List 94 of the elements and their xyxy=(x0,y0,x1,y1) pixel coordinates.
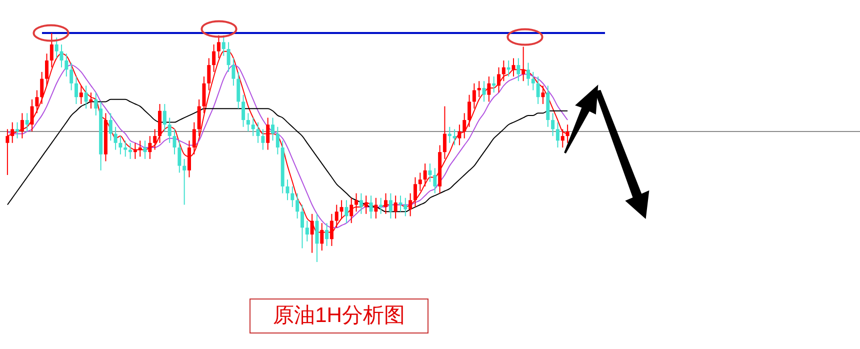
candlestick xyxy=(433,168,437,194)
candlestick xyxy=(423,163,427,187)
candlestick xyxy=(315,213,319,262)
candlestick xyxy=(359,192,363,214)
candlestick xyxy=(251,117,255,137)
candlestick xyxy=(178,140,182,174)
candlestick xyxy=(207,58,211,91)
candlestick xyxy=(462,112,466,139)
candlestick xyxy=(70,62,74,91)
candlestick xyxy=(452,128,456,146)
candlestick xyxy=(114,126,118,150)
candlestick xyxy=(340,200,344,219)
candlestick xyxy=(118,136,122,155)
candlestick xyxy=(153,128,157,150)
candlestick xyxy=(388,192,392,219)
candlestick xyxy=(325,222,329,246)
candlestick xyxy=(404,197,408,217)
candlestick xyxy=(35,90,39,114)
candlestick xyxy=(487,76,491,102)
candlestick xyxy=(350,197,354,224)
candlestick xyxy=(246,112,250,132)
candlestick xyxy=(296,192,300,219)
candlestick xyxy=(45,53,49,86)
candlestick xyxy=(226,42,230,72)
candlestick xyxy=(84,85,88,110)
candlestick xyxy=(162,103,166,132)
candlestick xyxy=(64,53,68,78)
candlestick xyxy=(271,117,275,142)
candlestick xyxy=(172,128,176,155)
candlestick xyxy=(560,128,564,148)
candlestick xyxy=(502,60,506,82)
candlestick xyxy=(16,122,20,139)
candlestick xyxy=(394,195,398,219)
candlestick xyxy=(276,126,280,155)
candlestick xyxy=(398,195,402,212)
candlestick xyxy=(261,128,265,150)
candlestick xyxy=(242,94,246,128)
candlestick xyxy=(408,192,412,217)
candlestick xyxy=(556,122,560,148)
candlestick xyxy=(108,112,112,142)
candlestick xyxy=(497,66,501,94)
candlestick xyxy=(182,158,186,206)
candlestick xyxy=(148,136,152,160)
candlestick xyxy=(10,122,14,144)
candlestick xyxy=(442,106,446,160)
candlestick xyxy=(74,76,78,104)
candlestick xyxy=(364,195,368,214)
candlestick xyxy=(187,140,191,178)
candlestick xyxy=(236,71,240,110)
candlestick xyxy=(468,94,472,128)
candlestick xyxy=(286,179,290,201)
candlestick xyxy=(305,220,309,242)
candlestick xyxy=(344,200,348,224)
candlestick xyxy=(124,140,128,158)
candlestick xyxy=(222,34,226,56)
candlestick xyxy=(354,192,358,212)
candlestick xyxy=(551,112,555,137)
candlestick xyxy=(541,85,545,104)
candlestick xyxy=(197,98,201,137)
candlestick xyxy=(60,44,64,68)
candlestick xyxy=(384,192,388,214)
candlestick xyxy=(40,71,44,104)
candlestick xyxy=(232,58,236,86)
candlestick xyxy=(334,204,338,228)
candlestick xyxy=(516,58,520,82)
text: 原油1H分析图 xyxy=(273,304,405,327)
candlestick xyxy=(369,195,373,219)
candlestick xyxy=(256,122,260,144)
candlestick xyxy=(512,58,516,78)
candlestick xyxy=(143,140,147,160)
candlestick xyxy=(290,186,294,208)
candlestick xyxy=(300,204,304,249)
candlestick xyxy=(413,176,417,208)
candlestick xyxy=(20,112,24,139)
candlestick xyxy=(531,71,535,91)
candlestick xyxy=(482,80,486,102)
candlestick xyxy=(374,197,378,219)
candlestick xyxy=(138,140,142,158)
candlestick xyxy=(536,76,540,104)
candlestick xyxy=(168,117,172,144)
candlestick xyxy=(79,85,83,104)
candlestick xyxy=(458,124,462,146)
candlestick xyxy=(266,117,270,150)
candlestick xyxy=(526,62,530,86)
candlestick xyxy=(477,80,481,98)
candlestick xyxy=(30,98,34,132)
candlestick xyxy=(202,76,206,114)
candlestick xyxy=(472,82,476,110)
candlestick xyxy=(25,112,29,132)
candlestick xyxy=(54,37,58,59)
candlestick xyxy=(428,163,432,182)
candlestick xyxy=(94,92,98,116)
candlestick xyxy=(192,122,196,155)
candlestick xyxy=(418,172,422,192)
